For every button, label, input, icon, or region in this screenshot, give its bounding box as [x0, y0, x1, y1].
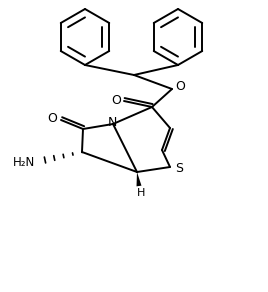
Text: H₂N: H₂N [13, 157, 35, 169]
Text: H: H [137, 188, 145, 198]
Text: N: N [107, 117, 117, 129]
Text: O: O [175, 81, 185, 93]
Text: S: S [175, 161, 183, 175]
Text: O: O [47, 112, 57, 126]
Text: O: O [111, 93, 121, 107]
Polygon shape [136, 172, 142, 186]
